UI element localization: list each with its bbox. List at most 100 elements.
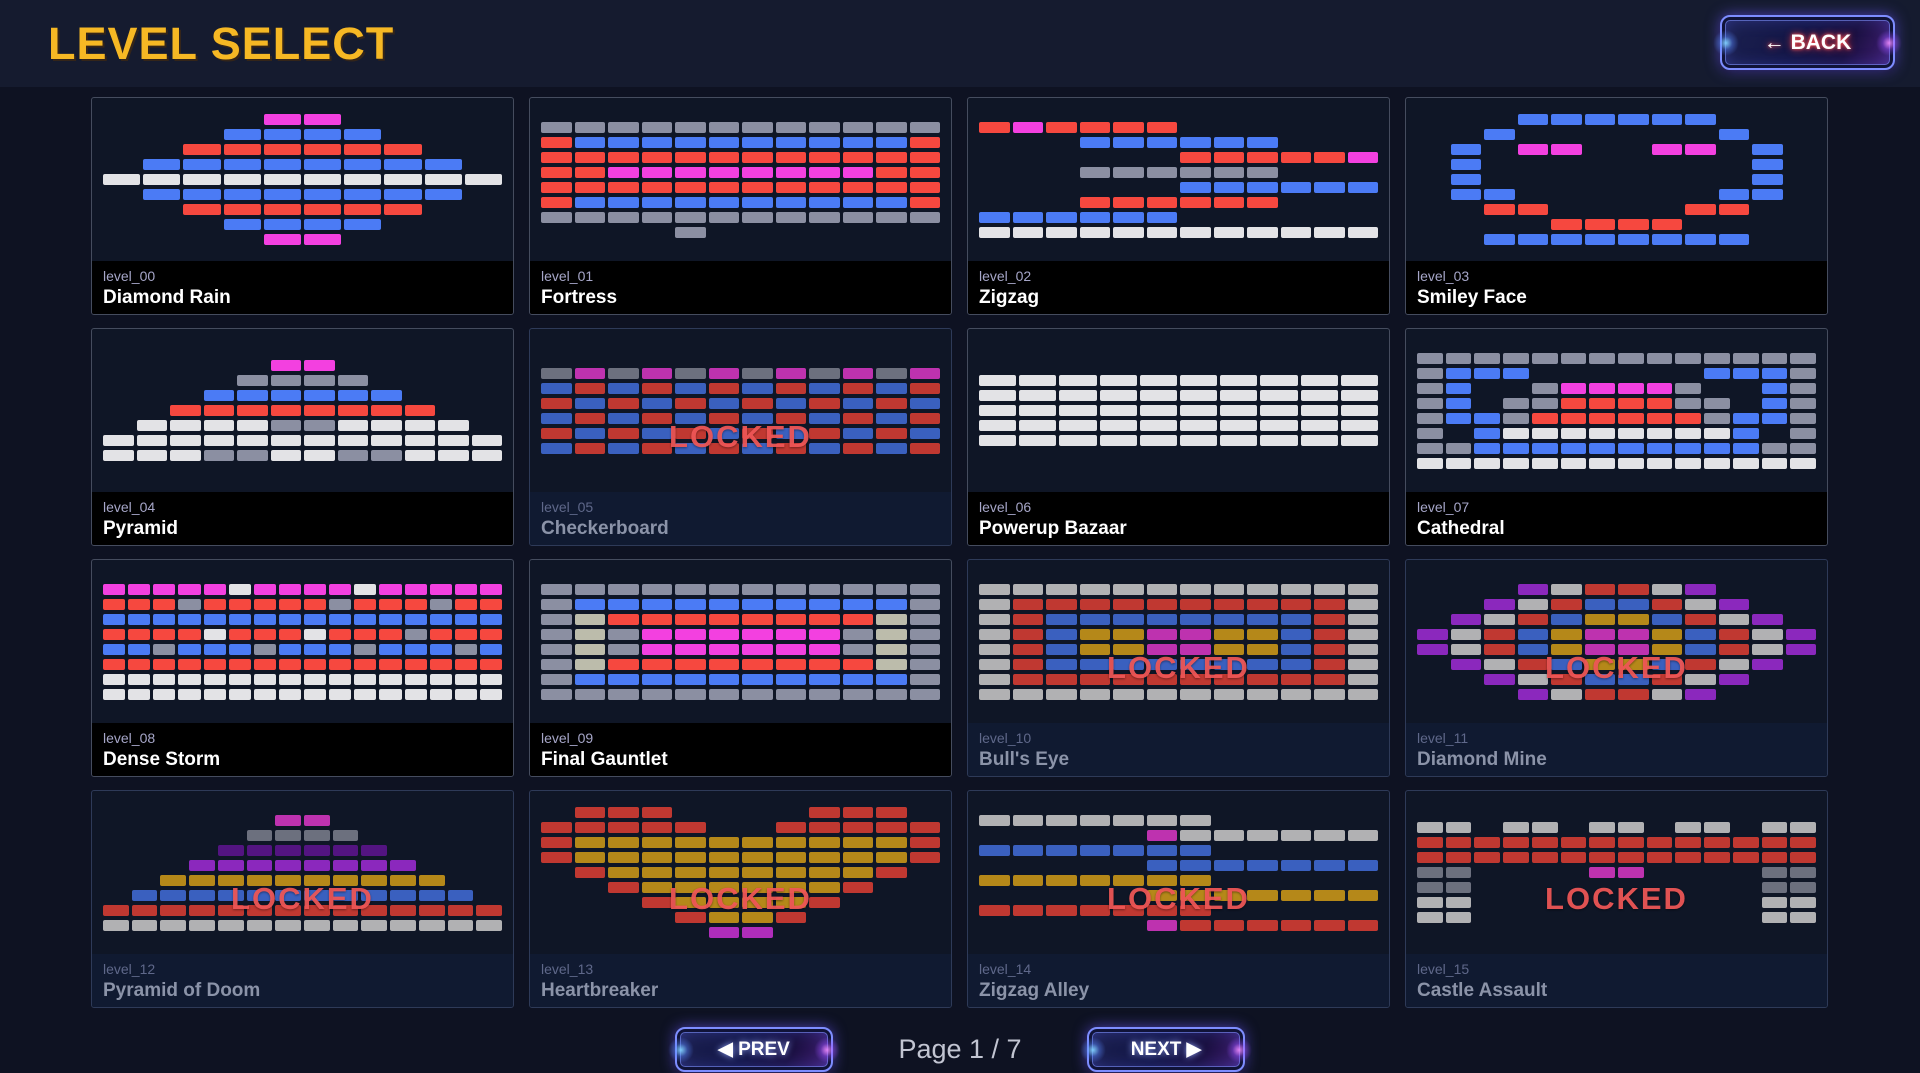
brick bbox=[128, 673, 151, 685]
brick bbox=[1146, 598, 1177, 610]
level-card-level_00[interactable]: level_00 Diamond Rain bbox=[91, 97, 514, 315]
brick bbox=[379, 613, 402, 625]
brick bbox=[775, 427, 806, 439]
level-card-level_04[interactable]: level_04 Pyramid bbox=[91, 328, 514, 546]
level-name: Powerup Bazaar bbox=[979, 518, 1127, 539]
brick bbox=[479, 628, 502, 640]
brick bbox=[775, 367, 806, 379]
brick bbox=[1146, 874, 1177, 886]
brick bbox=[1139, 405, 1177, 416]
brick bbox=[1560, 427, 1587, 439]
brick bbox=[641, 583, 672, 595]
brick bbox=[1247, 673, 1278, 685]
prev-button[interactable]: ◀ PREV bbox=[675, 1027, 833, 1072]
brick bbox=[742, 442, 773, 454]
brick bbox=[608, 367, 639, 379]
brick bbox=[909, 151, 940, 163]
brick bbox=[1618, 613, 1649, 625]
brick bbox=[1517, 628, 1548, 640]
brick bbox=[1503, 852, 1529, 863]
brick bbox=[1180, 904, 1211, 916]
level-card-level_13: level_13 Heartbreaker LOCKED bbox=[529, 790, 952, 1008]
brick bbox=[275, 844, 301, 856]
brick bbox=[775, 166, 806, 178]
brick bbox=[574, 166, 605, 178]
brick bbox=[574, 382, 605, 394]
brick bbox=[708, 688, 739, 700]
brick bbox=[160, 904, 187, 916]
brick bbox=[675, 643, 706, 655]
brick bbox=[390, 874, 416, 886]
brick bbox=[1617, 822, 1644, 833]
brick bbox=[1180, 919, 1211, 931]
brick bbox=[1260, 375, 1298, 386]
brick bbox=[203, 598, 226, 610]
level-preview bbox=[968, 98, 1389, 261]
level-card-level_08[interactable]: level_08 Dense Storm bbox=[91, 559, 514, 777]
brick bbox=[1445, 837, 1472, 848]
brick bbox=[429, 628, 452, 640]
brick bbox=[304, 658, 327, 670]
brick bbox=[1450, 144, 1481, 155]
brick bbox=[1675, 442, 1702, 454]
brick-layout bbox=[1417, 822, 1816, 923]
brick bbox=[361, 859, 388, 871]
brick bbox=[1300, 390, 1338, 401]
brick bbox=[608, 628, 639, 640]
brick bbox=[979, 598, 1010, 610]
brick bbox=[103, 673, 126, 685]
brick bbox=[541, 181, 572, 193]
level-name: Pyramid of Doom bbox=[103, 980, 261, 1001]
level-card-level_03[interactable]: level_03 Smiley Face bbox=[1405, 97, 1828, 315]
brick bbox=[675, 397, 706, 409]
brick bbox=[1445, 412, 1472, 424]
brick bbox=[1347, 613, 1378, 625]
brick bbox=[1079, 904, 1110, 916]
brick bbox=[909, 442, 940, 454]
brick bbox=[1180, 658, 1211, 670]
brick bbox=[379, 658, 402, 670]
back-button[interactable]: ← BACK bbox=[1720, 15, 1895, 70]
brick bbox=[1260, 390, 1298, 401]
brick bbox=[1314, 613, 1345, 625]
brick bbox=[424, 159, 462, 170]
level-card-level_07[interactable]: level_07 Cathedral bbox=[1405, 328, 1828, 546]
level-card-level_01[interactable]: level_01 Fortress bbox=[529, 97, 952, 315]
brick bbox=[876, 196, 907, 208]
brick bbox=[842, 643, 873, 655]
brick bbox=[1347, 889, 1378, 901]
level-id: level_12 bbox=[103, 961, 156, 977]
brick bbox=[1445, 442, 1472, 454]
brick bbox=[253, 688, 276, 700]
brick bbox=[541, 658, 572, 670]
brick bbox=[1517, 598, 1548, 610]
brick bbox=[1247, 643, 1278, 655]
brick bbox=[1704, 837, 1730, 848]
brick bbox=[1280, 583, 1311, 595]
brick bbox=[1675, 412, 1702, 424]
brick bbox=[1417, 837, 1443, 848]
brick bbox=[390, 919, 416, 931]
brick bbox=[278, 688, 301, 700]
brick bbox=[742, 598, 773, 610]
brick bbox=[454, 658, 477, 670]
brick bbox=[842, 211, 873, 223]
brick bbox=[1099, 435, 1137, 446]
brick bbox=[1445, 912, 1472, 923]
brick bbox=[1445, 897, 1472, 908]
brick bbox=[263, 159, 301, 170]
level-card-level_06[interactable]: level_06 Powerup Bazaar bbox=[967, 328, 1390, 546]
level-card-level_02[interactable]: level_02 Zigzag bbox=[967, 97, 1390, 315]
brick bbox=[675, 912, 706, 923]
brick bbox=[1646, 837, 1673, 848]
brick bbox=[909, 673, 940, 685]
brick bbox=[1790, 367, 1816, 379]
brick bbox=[128, 613, 151, 625]
brick bbox=[1790, 882, 1816, 893]
brick bbox=[103, 450, 134, 461]
brick bbox=[1280, 226, 1311, 238]
next-button[interactable]: NEXT ▶ bbox=[1087, 1027, 1245, 1072]
brick bbox=[1079, 121, 1110, 133]
level-card-level_09[interactable]: level_09 Final Gauntlet bbox=[529, 559, 952, 777]
brick bbox=[1113, 226, 1144, 238]
